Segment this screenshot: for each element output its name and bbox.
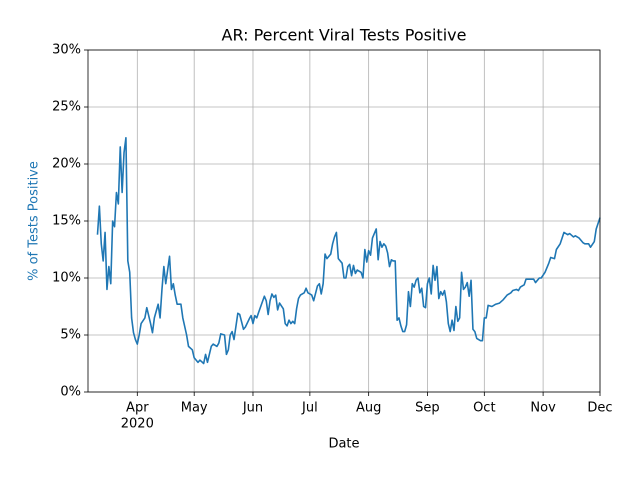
x-tick-label: Nov xyxy=(530,401,556,416)
x-axis-label: Date xyxy=(328,437,359,452)
y-tick-label: 25% xyxy=(52,100,81,115)
x-tick-label: Jul xyxy=(301,401,318,416)
plot-frame xyxy=(87,49,601,393)
data-line xyxy=(96,136,601,365)
x-tick-label: Oct xyxy=(473,401,495,416)
x-tick-label: Sep xyxy=(415,401,440,416)
x-tick-label: May xyxy=(181,401,208,416)
y-tick-label: 0% xyxy=(60,385,81,400)
y-axis-label: % of Tests Positive xyxy=(27,161,42,281)
y-tick-label: 5% xyxy=(60,328,81,343)
y-tick-label: 30% xyxy=(52,43,81,58)
y-tick-label: 10% xyxy=(52,271,81,286)
y-tick-label: 15% xyxy=(52,214,81,229)
x-tick-label: Jun xyxy=(242,401,263,416)
x-tick-label: Aug xyxy=(356,401,381,416)
x-tick-label: Dec xyxy=(587,401,612,416)
chart-title: AR: Percent Viral Tests Positive xyxy=(222,26,467,45)
x-tick-label: Apr xyxy=(126,401,149,416)
y-tick-label: 20% xyxy=(52,157,81,172)
x-year-label: 2020 xyxy=(121,417,154,432)
